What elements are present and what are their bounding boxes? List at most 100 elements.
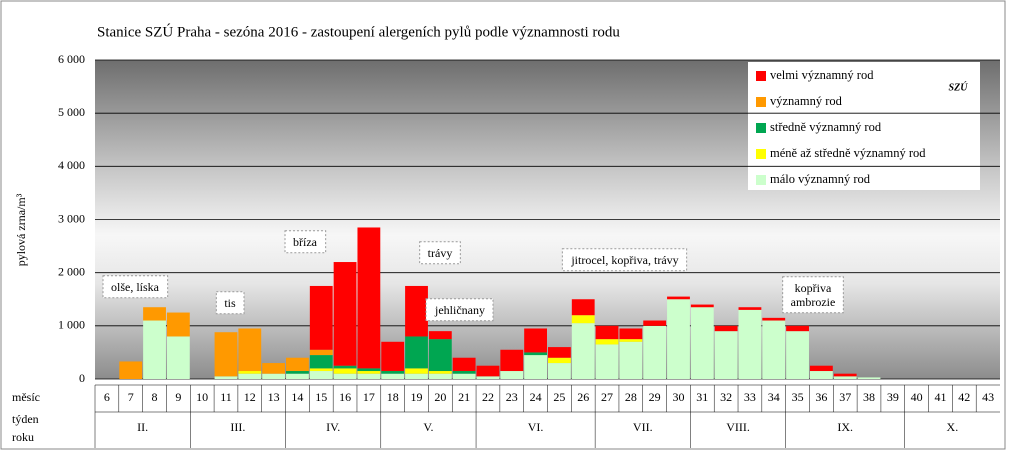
bar-segment xyxy=(333,365,357,369)
month-label: III. xyxy=(230,420,245,434)
bar-segment xyxy=(357,227,381,369)
x-tick-label: 11 xyxy=(220,390,232,404)
bar-segment xyxy=(143,307,166,321)
bar-segment xyxy=(262,373,286,379)
bar-segment xyxy=(309,355,333,369)
annotation-box xyxy=(561,248,688,272)
bar-segment xyxy=(524,355,547,379)
x-tick-label: 43 xyxy=(982,390,994,404)
bar-segment xyxy=(119,361,143,379)
legend-label: středně významný rod xyxy=(770,120,882,134)
y-tick-label: 1 000 xyxy=(58,318,85,332)
x-tick-label: 39 xyxy=(887,390,899,404)
legend-label: velmi významný rod xyxy=(770,68,874,82)
bar-segment xyxy=(548,363,571,379)
annotation-box xyxy=(215,291,245,315)
x-tick-label: 26 xyxy=(577,390,589,404)
y-tick-label: 3 000 xyxy=(58,211,85,225)
x-tick-label: 7 xyxy=(128,390,134,404)
annotation: tis xyxy=(224,296,236,310)
bar-segment xyxy=(548,357,571,364)
annotation: trávy xyxy=(428,246,453,260)
x-tick-label: 28 xyxy=(625,390,637,404)
bar-segment xyxy=(452,373,476,379)
month-label: IV. xyxy=(326,420,340,434)
bar-segment xyxy=(405,285,428,337)
bar-segment xyxy=(286,371,309,374)
bar-segment xyxy=(238,371,262,374)
bar-segment xyxy=(381,341,405,372)
x-tick-label: 42 xyxy=(958,390,970,404)
bar-segment xyxy=(333,373,357,379)
bar-segment xyxy=(833,376,857,379)
bar-segment xyxy=(286,373,309,379)
x-tick-label: 40 xyxy=(911,390,923,404)
annotation: olše, líska xyxy=(111,280,160,294)
annotation-box xyxy=(425,298,494,322)
month-label: II. xyxy=(137,420,148,434)
y-tick-label: 0 xyxy=(79,371,85,385)
bar-segment xyxy=(690,304,714,308)
x-tick-label: 6 xyxy=(104,390,110,404)
y-axis-label: pylová zrna/m³ xyxy=(14,193,28,266)
x-tick-label: 24 xyxy=(530,390,542,404)
x-tick-label: 33 xyxy=(744,390,756,404)
bar-segment xyxy=(667,296,690,300)
x-tick-label: 38 xyxy=(863,390,875,404)
bar-segment xyxy=(238,373,262,379)
x-tick-label: 14 xyxy=(291,390,303,404)
bar-segment xyxy=(500,371,524,379)
row-label: roku xyxy=(12,430,34,444)
bar-segment xyxy=(309,371,333,379)
bar-segment xyxy=(381,373,405,379)
annotation: kopřiva ambrozie xyxy=(791,281,836,309)
x-tick-label: 8 xyxy=(152,390,158,404)
month-label: VII. xyxy=(633,420,653,434)
bar-segment xyxy=(762,320,786,379)
bar-segment xyxy=(595,339,619,345)
bar-segment xyxy=(428,371,452,374)
bar-segment xyxy=(309,285,333,350)
bar-segment xyxy=(548,347,571,358)
y-tick-label: 6 000 xyxy=(58,52,85,66)
y-tick-label: 2 000 xyxy=(58,264,85,278)
x-tick-label: 19 xyxy=(411,390,423,404)
x-tick-label: 27 xyxy=(601,390,613,404)
bar-segment xyxy=(405,336,428,369)
bar-segment xyxy=(857,377,881,379)
month-label: V. xyxy=(423,420,433,434)
bar-segment xyxy=(809,365,833,372)
legend-label: méně až středně významný rod xyxy=(770,146,926,160)
bar-segment xyxy=(452,357,476,372)
bar-segment xyxy=(571,315,595,324)
annotation-box xyxy=(102,275,169,299)
bar-segment xyxy=(309,368,333,372)
bar-segment xyxy=(786,325,809,332)
x-tick-label: 22 xyxy=(482,390,494,404)
x-tick-label: 23 xyxy=(506,390,518,404)
bar-segment xyxy=(286,357,309,372)
bar-segment xyxy=(500,349,524,372)
bar-segment xyxy=(762,317,786,321)
bar-segment xyxy=(524,352,547,356)
bar-segment xyxy=(428,373,452,379)
x-tick-label: 37 xyxy=(839,390,851,404)
bar-segment xyxy=(143,320,166,379)
annotation-box xyxy=(782,276,844,314)
x-tick-label: 31 xyxy=(696,390,708,404)
bar-segment xyxy=(524,328,547,353)
row-label: týden xyxy=(12,412,39,426)
bar-segment xyxy=(333,368,357,374)
bar-segment xyxy=(428,339,452,372)
month-label: IX. xyxy=(837,420,853,434)
x-tick-label: 17 xyxy=(363,390,375,404)
x-tick-label: 18 xyxy=(387,390,399,404)
bar-segment xyxy=(619,339,643,342)
x-tick-label: 32 xyxy=(720,390,732,404)
bar-segment xyxy=(738,309,762,379)
x-tick-label: 30 xyxy=(672,390,684,404)
x-tick-label: 16 xyxy=(339,390,351,404)
bar-segment xyxy=(809,371,833,379)
bar-segment xyxy=(238,328,262,372)
annotation-box xyxy=(419,241,461,265)
